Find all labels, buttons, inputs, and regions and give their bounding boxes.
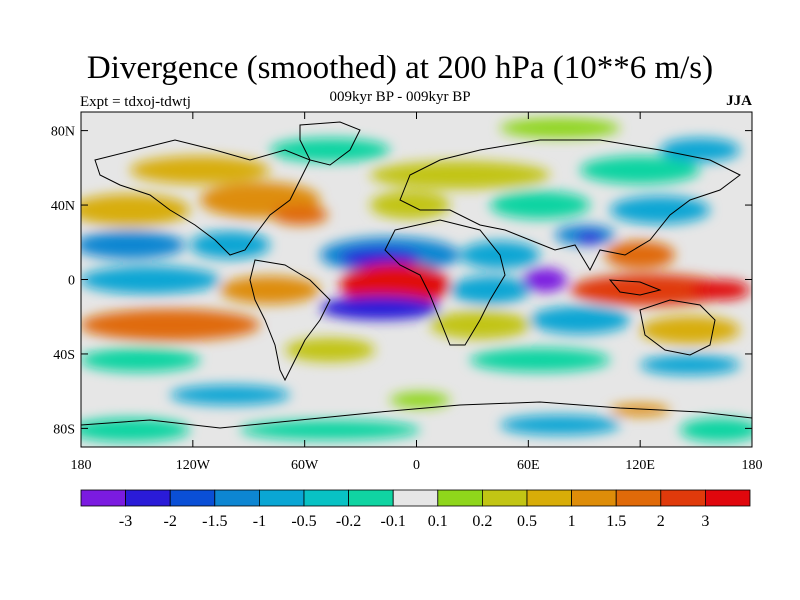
- field-blob: [240, 420, 420, 440]
- page-title: Divergence (smoothed) at 200 hPa (10**6 …: [86, 50, 714, 86]
- colorbar-label: 0.2: [472, 513, 492, 530]
- lon-axis: 180 120W 60W 0 60E 120E 180: [71, 112, 763, 473]
- colorbar-swatch: [348, 489, 394, 507]
- field-blob: [430, 311, 530, 339]
- field-blob: [370, 161, 550, 189]
- field-blob: [81, 348, 200, 372]
- lat-tick-label: 40S: [53, 348, 75, 363]
- field-blob: [81, 266, 220, 294]
- field-blob: [130, 156, 270, 184]
- field-blob: [500, 118, 620, 138]
- lon-tick-label: 120W: [176, 458, 211, 473]
- field-blob: [470, 348, 610, 372]
- coast-africa: [384, 219, 506, 346]
- field-blob: [81, 231, 185, 259]
- colorbar-label: 2: [657, 513, 665, 530]
- field-blob: [340, 248, 420, 268]
- experiment-period: 009kyr BP - 009kyr BP: [329, 89, 471, 105]
- coastlines: [81, 121, 752, 429]
- field-blob: [523, 268, 567, 292]
- coast-greenland: [299, 121, 361, 166]
- colorbar: -3 -2 -1.5 -1 -0.5 -0.2 -0.1 0.1 0.2 0.5 1 1.5 2 3: [80, 489, 751, 530]
- field-blob: [490, 191, 590, 219]
- field-blob: [500, 415, 620, 435]
- field-blob: [680, 418, 752, 442]
- colorbar-label: -0.5: [291, 513, 316, 530]
- colorbar-swatch: [437, 489, 483, 507]
- colorbar-swatch: [705, 489, 751, 507]
- field-blob: [530, 306, 630, 334]
- field-blob: [340, 263, 450, 307]
- field-blob: [605, 241, 675, 269]
- colorbar-label: -0.1: [381, 513, 406, 530]
- experiment-label: Expt = tdxoj-tdwtj: [80, 94, 191, 110]
- field-blob: [81, 418, 190, 442]
- coast-south-america: [249, 259, 331, 382]
- field-blob: [570, 274, 730, 306]
- field-blob: [270, 138, 390, 162]
- colorbar-label: -2: [164, 513, 177, 530]
- colorbar-swatch: [571, 489, 617, 507]
- field-blob: [81, 194, 190, 226]
- colorbar-label: -1.5: [202, 513, 227, 530]
- coast-australia: [639, 299, 716, 356]
- lat-tick-label: 40N: [51, 199, 75, 214]
- colorbar-swatch: [392, 489, 439, 507]
- field-blob: [580, 156, 700, 184]
- colorbar-swatch: [258, 489, 305, 507]
- lon-tick-label: 0: [413, 458, 420, 473]
- colorbar-label: -3: [119, 513, 132, 530]
- colorbar-label: 0.5: [517, 513, 537, 530]
- field-blob: [170, 385, 290, 405]
- field-blob: [640, 355, 740, 375]
- colorbar-swatch: [615, 489, 662, 507]
- lon-tick-label: 120E: [625, 458, 655, 473]
- field-blob: [640, 316, 740, 344]
- field-blob: [272, 205, 328, 225]
- lon-tick-label: 60E: [517, 458, 540, 473]
- colorbar-swatch: [214, 489, 260, 507]
- colorbar-swatch: [526, 489, 572, 507]
- lat-tick-label: 80S: [53, 422, 75, 437]
- field-blob: [220, 276, 320, 304]
- colorbar-label: -0.2: [336, 513, 361, 530]
- colorbar-label: -1: [253, 513, 266, 530]
- field-blob: [81, 309, 260, 341]
- field-blob: [610, 196, 710, 224]
- field-blob: [320, 296, 440, 320]
- colorbar-label: 3: [701, 513, 709, 530]
- lon-tick-label: 60W: [291, 458, 319, 473]
- field-blob: [285, 338, 375, 362]
- field-blob: [690, 280, 750, 300]
- colorbar-swatch: [303, 489, 349, 507]
- lon-tick-label: 180: [742, 458, 763, 473]
- lat-tick-label: 80N: [51, 125, 75, 140]
- field-blob: [390, 392, 450, 408]
- colorbar-swatch: [660, 489, 706, 507]
- colorbar-swatch: [169, 489, 216, 507]
- coast-north-america: [94, 139, 311, 256]
- field-blob: [610, 404, 670, 416]
- field-blob: [576, 232, 604, 244]
- field-blob: [450, 276, 530, 304]
- colorbar-swatch: [125, 489, 171, 507]
- field-blob: [660, 138, 740, 162]
- coast-indonesia: [608, 279, 662, 296]
- coast-antarctica: [81, 401, 752, 429]
- lat-tick-label: 0: [68, 274, 75, 289]
- coast-eurasia: [399, 139, 741, 272]
- colorbar-label: 1: [568, 513, 576, 530]
- lon-tick-label: 180: [71, 458, 92, 473]
- season-label: JJA: [726, 93, 752, 109]
- lat-axis: 80N 40N 0 40S 80S: [51, 125, 752, 437]
- colorbar-swatch: [80, 489, 126, 507]
- colorbar-label: 1.5: [606, 513, 626, 530]
- colorbar-swatch: [481, 489, 528, 507]
- colorbar-label: 0.1: [428, 513, 448, 530]
- field-blob: [190, 231, 270, 259]
